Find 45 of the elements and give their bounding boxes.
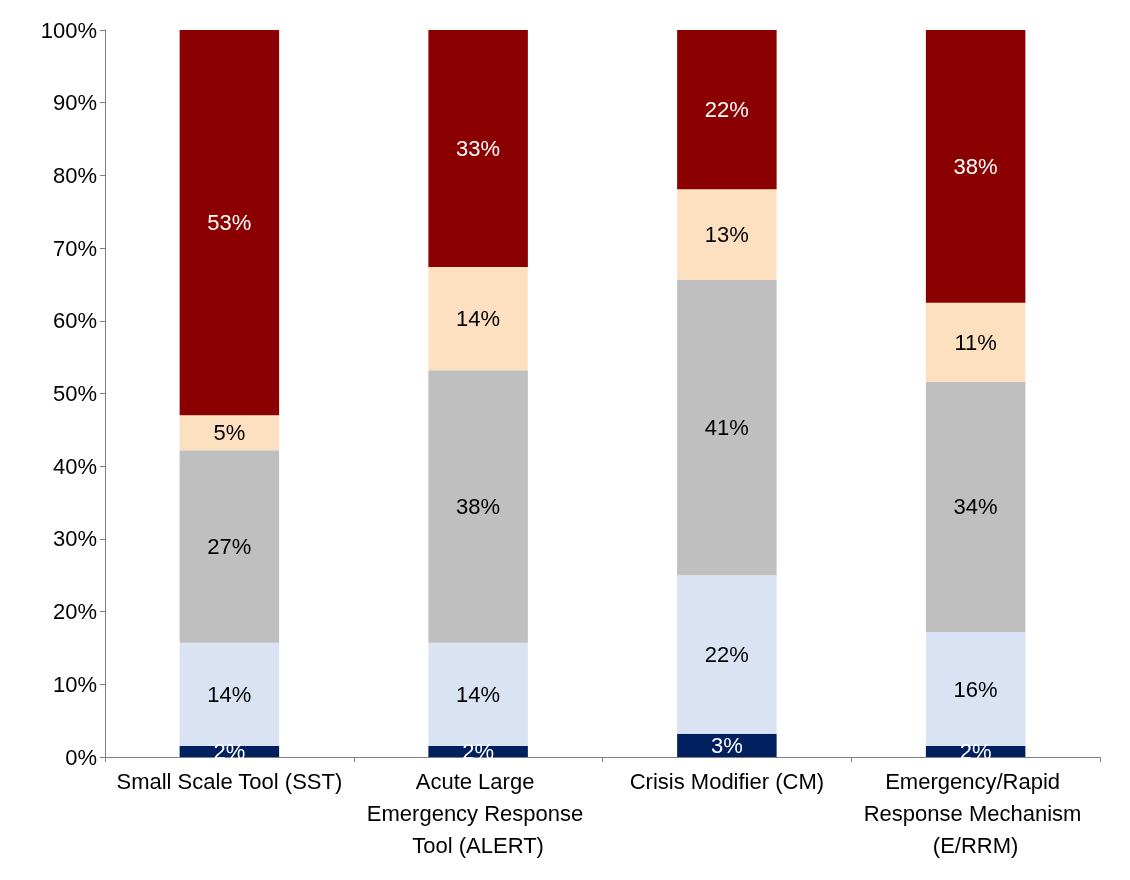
data-label: 53% [207,210,252,236]
y-tick-label: 80% [52,162,97,188]
bar [925,381,1026,632]
y-tick-label: 10% [52,671,97,697]
y-tick-label: 30% [52,526,97,552]
x-tick-label: Crisis Modifier (CM) [629,768,825,794]
y-tick-label: 90% [52,90,97,116]
data-label: 27% [207,534,252,560]
data-label: 11% [954,329,997,355]
y-tick-label: 100% [40,17,97,43]
data-label: 14% [456,681,501,707]
data-label: 22% [704,641,749,667]
bar [677,575,777,734]
bar [179,450,280,643]
y-tick-label: 60% [52,308,97,334]
bar [179,415,280,451]
y-tick-label: 0% [65,744,97,770]
data-label: 14% [207,681,252,707]
data-label: 14% [456,306,501,332]
x-tick-label: Emergency/Rapid Response Mechanism (E/RRM) [863,768,1088,858]
x-tick-label: Small Scale Tool (SST) [116,768,343,794]
bar [677,30,777,190]
y-tick-label: 20% [52,599,97,625]
bar [428,30,528,267]
y-tick-label: 50% [52,381,97,406]
data-label: 16% [953,676,998,702]
data-label: 38% [456,494,501,520]
data-label: 22% [704,97,749,123]
bar [179,30,280,416]
y-tick-label: 40% [52,453,97,479]
bar [428,370,528,643]
bar [677,189,777,281]
data-label: 5% [213,420,246,446]
bar [428,267,528,371]
bar [925,30,1026,303]
data-label: 33% [456,136,501,161]
data-label: 41% [704,415,749,441]
y-tick-label: 70% [52,235,97,261]
data-label: 3% [710,732,743,758]
bar [677,280,777,576]
bar [925,302,1026,382]
data-label: 34% [953,494,998,520]
data-label: 13% [704,222,749,248]
x-tick-label: Acute Large Emergency Response Tool (ALERT) [366,768,590,858]
data-label: 38% [953,153,998,179]
